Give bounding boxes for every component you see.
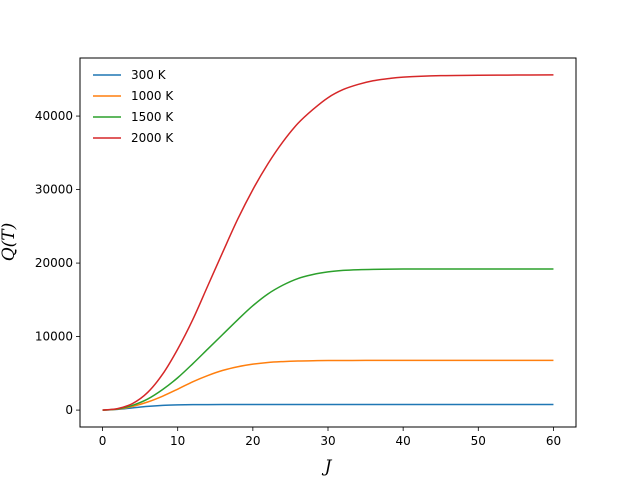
series-line-2 bbox=[102, 268, 554, 411]
x-tick-label: 30 bbox=[320, 434, 335, 448]
legend: 300 K 1000 K 1500 K 2000 K bbox=[93, 68, 174, 145]
y-axis-label: Q(T) bbox=[0, 223, 19, 262]
series-lines bbox=[102, 74, 554, 411]
series-line-3 bbox=[102, 74, 554, 411]
y-tick-label: 30000 bbox=[35, 183, 73, 197]
series-line-1 bbox=[102, 359, 554, 411]
legend-label: 300 K bbox=[131, 68, 167, 82]
y-axis-ticks: 0 10000 20000 30000 40000 bbox=[35, 109, 80, 417]
y-tick-label: 40000 bbox=[35, 109, 73, 123]
y-tick-label: 10000 bbox=[35, 330, 73, 344]
x-tick-label: 0 bbox=[99, 434, 107, 448]
x-tick-label: 50 bbox=[471, 434, 486, 448]
legend-label: 1500 K bbox=[131, 110, 174, 124]
y-tick-label: 0 bbox=[65, 403, 73, 417]
x-tick-label: 20 bbox=[245, 434, 260, 448]
x-tick-label: 60 bbox=[546, 434, 561, 448]
y-tick-label: 20000 bbox=[35, 256, 73, 270]
x-tick-label: 10 bbox=[170, 434, 185, 448]
x-axis-ticks: 0 10 20 30 40 50 60 bbox=[99, 427, 561, 448]
x-tick-label: 40 bbox=[396, 434, 411, 448]
plot-area bbox=[80, 58, 576, 427]
legend-label: 2000 K bbox=[131, 131, 174, 145]
legend-label: 1000 K bbox=[131, 89, 174, 103]
series-line-0 bbox=[102, 403, 554, 411]
x-axis-label: J bbox=[322, 457, 333, 477]
